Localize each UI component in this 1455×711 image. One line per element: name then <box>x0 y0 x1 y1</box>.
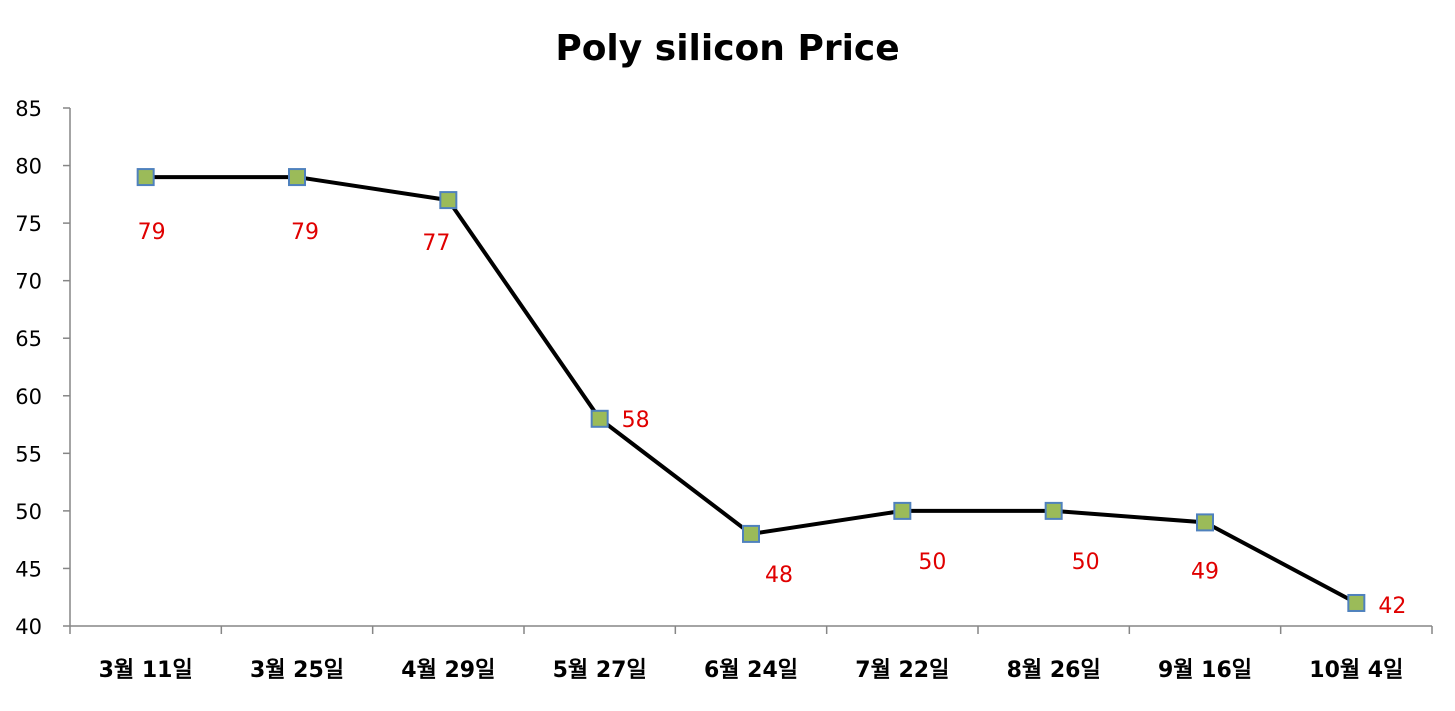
x-tick-label: 6월 24일 <box>704 658 798 683</box>
y-tick-label: 75 <box>15 212 42 236</box>
data-label: 49 <box>1191 559 1219 584</box>
data-point <box>136 168 155 187</box>
x-tick-label: 9월 16일 <box>1158 658 1252 683</box>
x-tick-label: 3월 25일 <box>250 658 344 683</box>
axes <box>69 108 1432 627</box>
y-tick-label: 65 <box>15 327 42 351</box>
chart-title: Poly silicon Price <box>555 28 900 69</box>
data-label: 79 <box>138 220 166 245</box>
data-point <box>439 191 458 210</box>
x-tick-label: 10월 4일 <box>1309 658 1403 683</box>
data-point <box>590 409 609 428</box>
x-tick-label: 3월 11일 <box>99 658 193 683</box>
y-axis-ticks: 40 45 50 55 60 65 70 75 80 85 <box>15 97 70 639</box>
data-point <box>1347 593 1366 612</box>
data-label: 58 <box>622 408 650 433</box>
data-label: 77 <box>422 231 450 256</box>
data-label: 48 <box>765 563 793 588</box>
data-label: 42 <box>1378 594 1406 619</box>
y-tick-label: 40 <box>15 615 42 639</box>
data-label: 50 <box>1072 550 1100 575</box>
data-label: 79 <box>291 220 319 245</box>
x-tick-label: 8월 26일 <box>1007 658 1101 683</box>
y-tick-label: 85 <box>15 97 42 121</box>
data-point <box>1196 513 1214 532</box>
data-point <box>742 524 760 543</box>
x-tick-label: 4월 29일 <box>401 658 495 683</box>
x-tick-label: 5월 27일 <box>553 658 647 683</box>
y-tick-label: 55 <box>15 442 42 466</box>
data-labels: 79 79 77 58 48 50 50 49 42 <box>138 220 1407 619</box>
data-point <box>1044 501 1063 520</box>
y-tick-label: 45 <box>15 557 42 581</box>
data-label: 50 <box>918 550 946 575</box>
data-point <box>288 168 306 187</box>
y-tick-label: 80 <box>15 155 42 179</box>
x-tick-label: 7월 22일 <box>855 658 949 683</box>
y-tick-label: 60 <box>15 385 42 409</box>
markers <box>136 168 1366 612</box>
y-tick-label: 50 <box>15 500 42 524</box>
data-point <box>893 501 912 520</box>
y-tick-label: 70 <box>15 270 42 294</box>
x-axis-ticks: 3월 11일 3월 25일 4월 29일 5월 27일 6월 24일 7월 22일 8월 2… <box>69 626 1433 683</box>
